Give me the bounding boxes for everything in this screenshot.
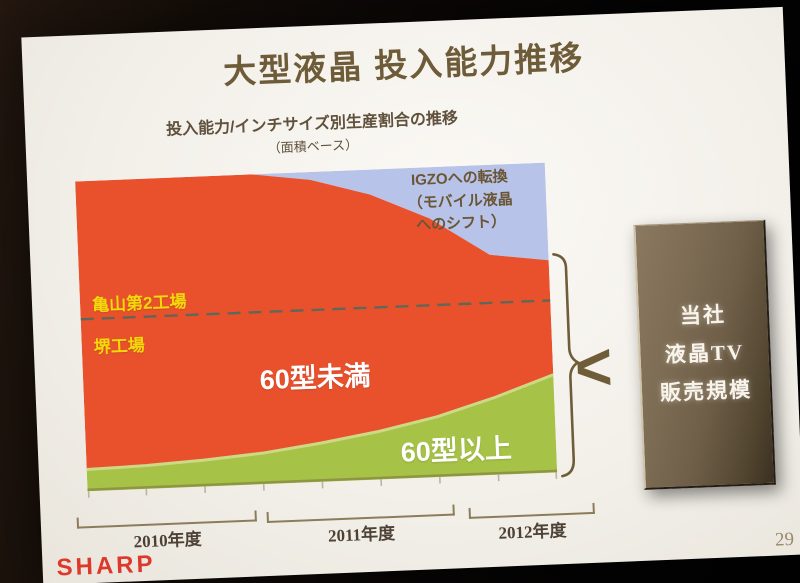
year-label-2011: 2011年度 xyxy=(327,523,396,546)
sakai-plant-label: 堺工場 xyxy=(93,335,146,357)
curly-brace-icon xyxy=(552,253,581,478)
capacity-area-chart xyxy=(75,162,558,498)
tv-sales-box-line3: 販売規模 xyxy=(659,377,753,406)
tv-sales-box-line2: 液晶TV xyxy=(664,339,745,368)
chart-subtitle-block: 投入能力/インチサイズ別生産割合の推移 （面積ベース） xyxy=(137,103,489,162)
kameyama-plant-label: 亀山第2工場 xyxy=(91,292,187,315)
slide-title: 大型液晶 投入能力推移 xyxy=(222,38,585,91)
year-label-2010: 2010年度 xyxy=(133,529,202,552)
presentation-slide: 大型液晶 投入能力推移 投入能力/インチサイズ別生産割合の推移 （面積ベース） … xyxy=(21,6,800,583)
igzo-annotation: IGZOへの転換 （モバイル液晶 へのシフト） xyxy=(373,165,548,239)
x-axis-bracket-2011: 2011年度 xyxy=(266,504,455,546)
page-number: 29 xyxy=(774,528,795,551)
tv-sales-box-line1: 当社 xyxy=(679,302,727,329)
less-than-symbol: < xyxy=(573,328,614,406)
sharp-logo: SHARP xyxy=(56,550,157,582)
year-label-2012: 2012年度 xyxy=(498,521,567,543)
tv-sales-scale-box: 当社 液晶TV 販売規模 xyxy=(633,219,776,490)
x-axis-bracket-2012: 2012年度 xyxy=(468,502,595,543)
x-axis-bracket-2010: 2010年度 xyxy=(76,510,257,551)
capacity-chart-area: IGZOへの転換 （モバイル液晶 へのシフト） 亀山第2工場 堺工場 60型未満… xyxy=(75,162,558,500)
